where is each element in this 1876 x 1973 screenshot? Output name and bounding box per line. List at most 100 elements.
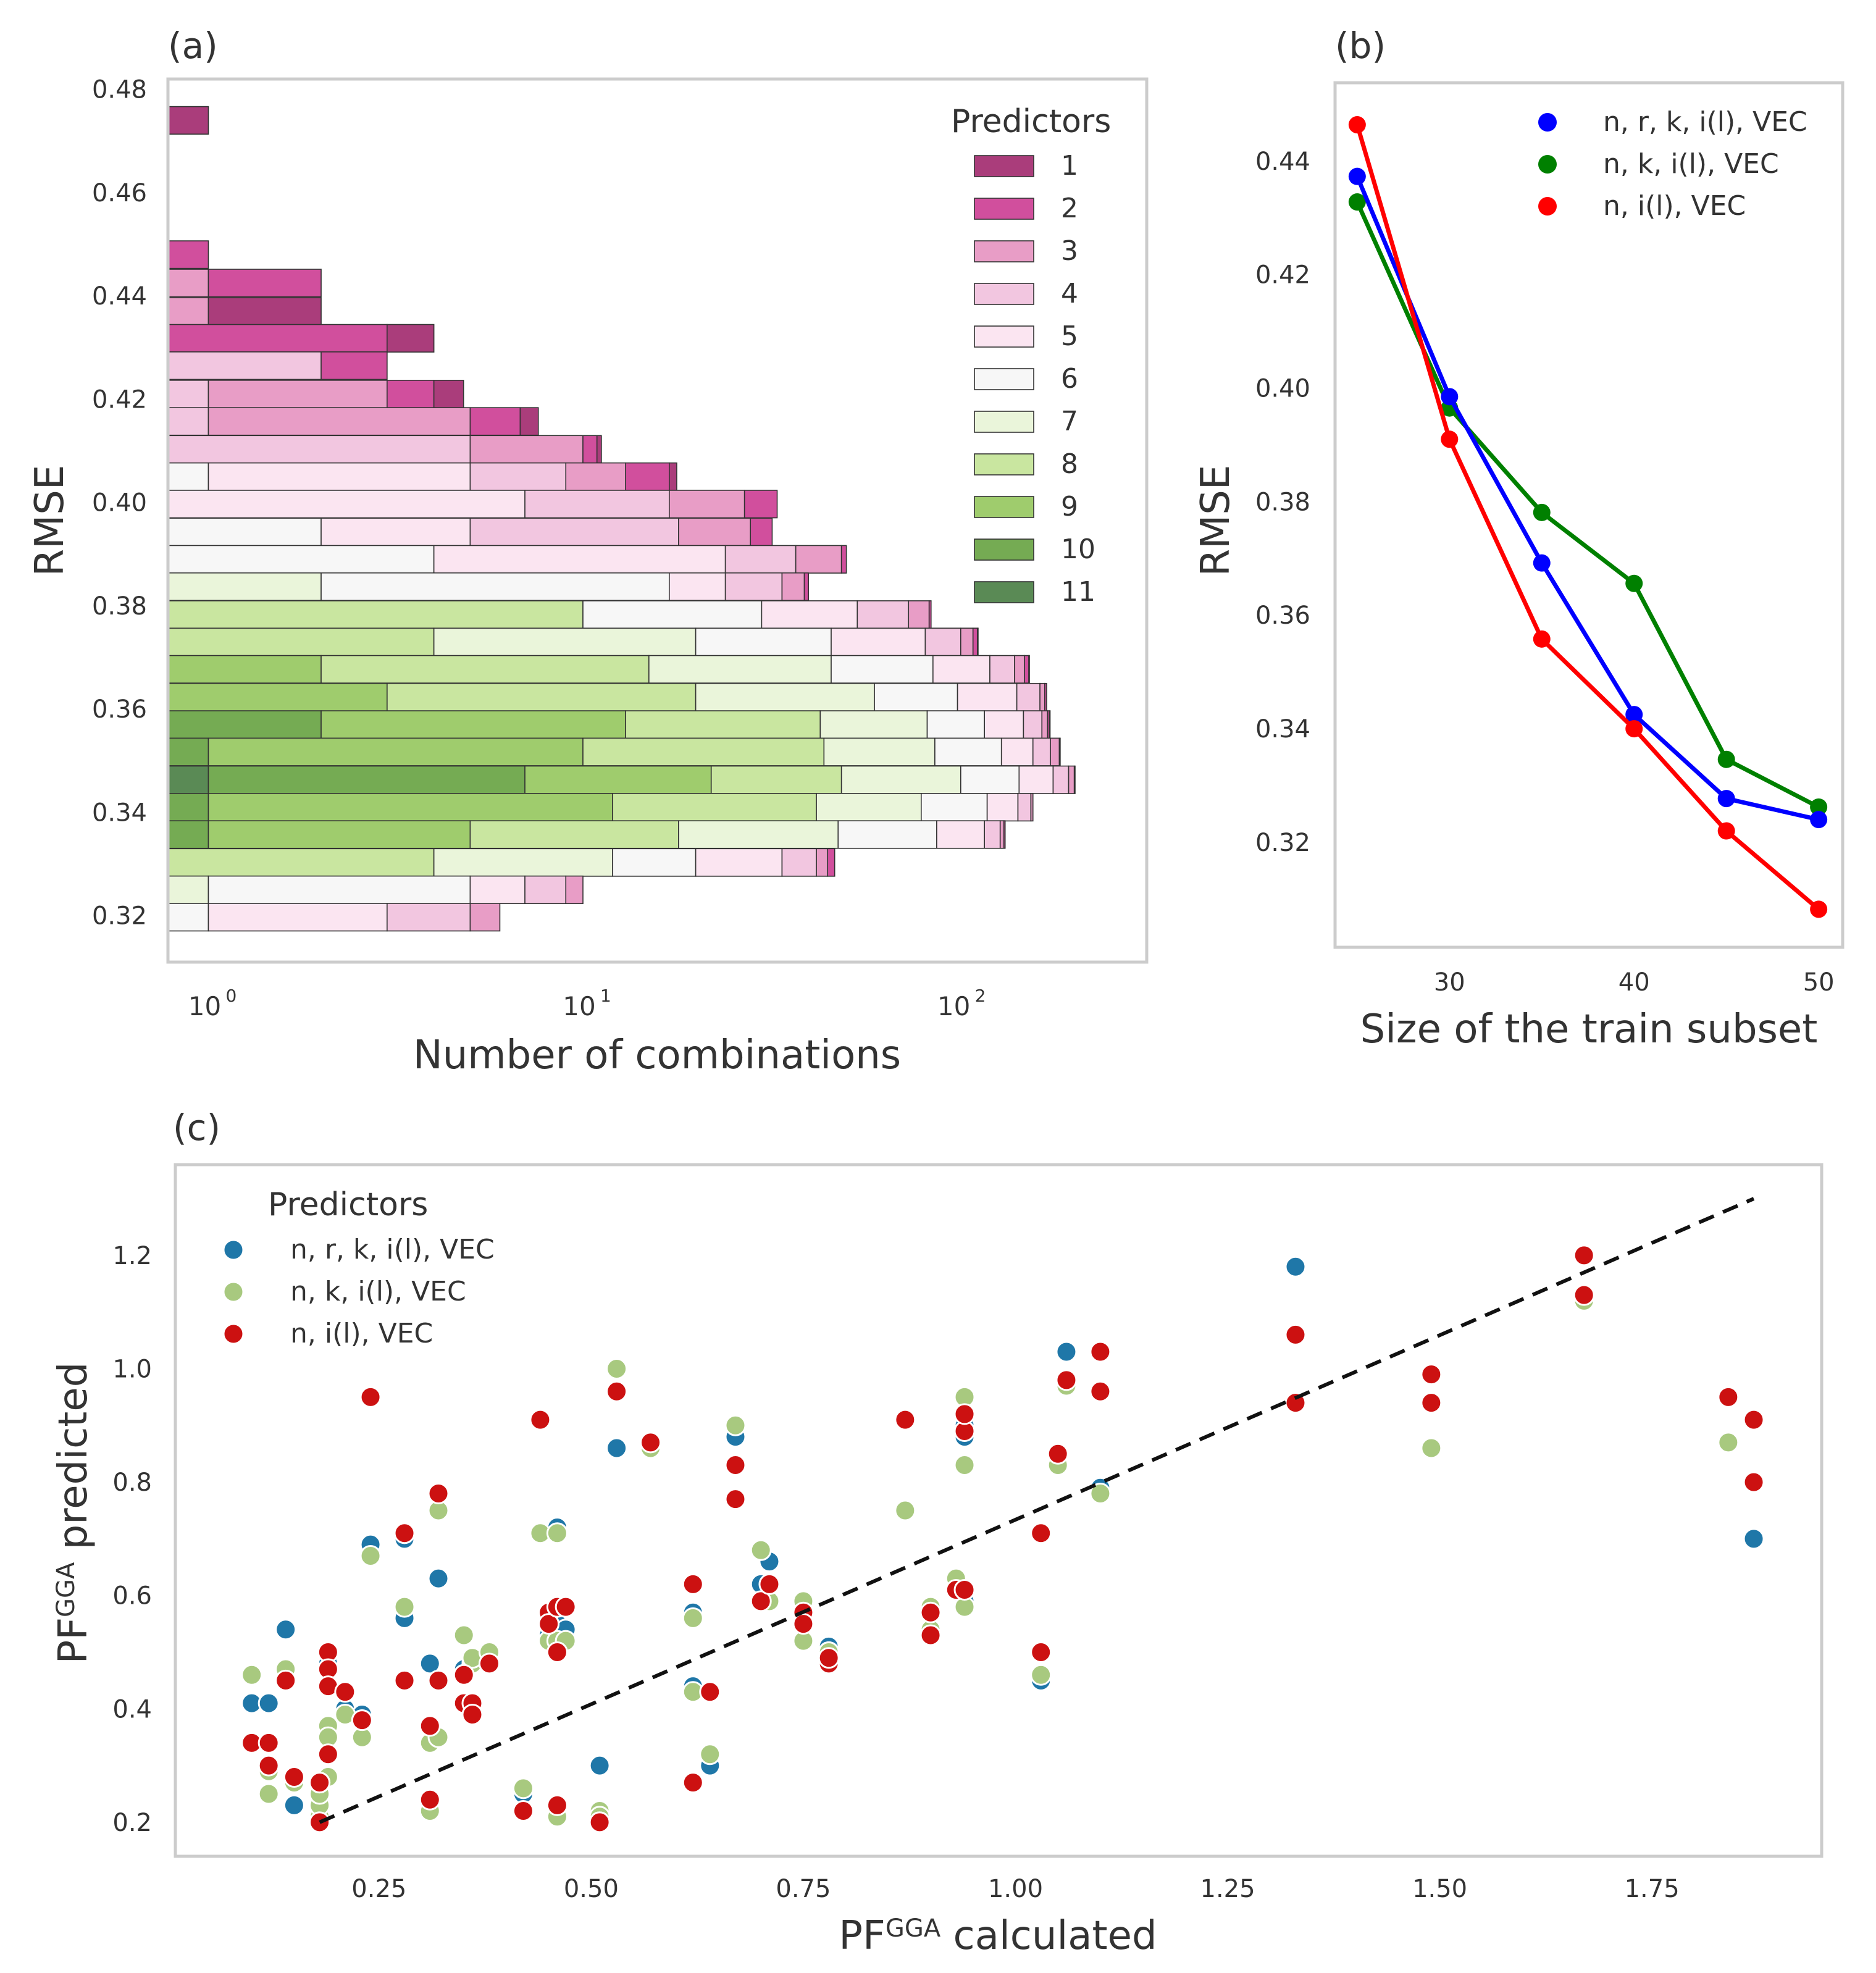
bar-bin22-predictors-10 xyxy=(167,820,209,849)
bar-bin20-predictors-3 xyxy=(1068,765,1075,794)
bar-bin16-predictors-5 xyxy=(932,655,990,684)
series-1-point-54 xyxy=(953,1454,976,1477)
series-0-point-63 xyxy=(1284,1255,1307,1278)
legend-label-0: n, r, k, i(l), VEC xyxy=(1603,106,1807,138)
series-2-point-35 xyxy=(1533,630,1551,648)
series-2-point-7 xyxy=(309,1772,331,1794)
panel-a-bars xyxy=(167,106,1076,932)
bar-bin8-predictors-4 xyxy=(167,435,471,464)
legend-marker-1 xyxy=(222,1281,245,1303)
y-tick-label-0.40: 0.40 xyxy=(92,489,147,517)
panel-c-points xyxy=(241,1244,1765,1833)
panel-a-y-axis-label: RMSE xyxy=(27,465,73,577)
bar-bin7-predictors-4 xyxy=(167,407,209,436)
bar-bin19-predictors-2 xyxy=(1058,737,1061,766)
panel-b-legend: n, r, k, i(l), VEC n, k, i(l), VEC n, i(l)… xyxy=(1538,106,1807,222)
series-1-point-40 xyxy=(1625,574,1643,592)
panel-c-x-axis-label-main: PF xyxy=(839,1913,885,1959)
series-2-point-28 xyxy=(529,1409,551,1431)
bar-bin9-predictors-1 xyxy=(669,462,677,492)
series-1-point-45 xyxy=(1717,750,1735,768)
bar-bin23-predictors-6 xyxy=(612,848,697,877)
x-tick-label-10-1: 10 xyxy=(563,991,595,1021)
bar-bin23-predictors-7 xyxy=(433,848,613,877)
series-2-point-50 xyxy=(894,1409,916,1431)
bar-bin16-predictors-3 xyxy=(1014,655,1025,684)
bar-bin9-predictors-5 xyxy=(207,462,471,492)
y-tick-label-0.32: 0.32 xyxy=(1255,829,1310,857)
series-2-point-21 xyxy=(427,1669,450,1691)
panel-b-y-ticks: 0.32 0.34 0.36 0.38 0.40 0.42 0.44 xyxy=(1255,148,1310,857)
series-2-point-10 xyxy=(317,1743,339,1766)
bar-bin13-predictors-7 xyxy=(167,572,322,601)
bar-bin22-predictors-9 xyxy=(207,820,471,849)
legend-marker-1 xyxy=(1538,155,1557,174)
y-tick-label-0.42: 0.42 xyxy=(92,385,147,414)
series-2-point-30 xyxy=(1441,430,1459,448)
bar-bin10-predictors-3 xyxy=(669,490,745,519)
bar-bin4-predictors-1 xyxy=(387,324,435,353)
bar-bin23-predictors-3 xyxy=(816,848,829,877)
panel-c-y-axis-label-rest: predicted xyxy=(51,1362,96,1562)
bar-bin12-predictors-6 xyxy=(167,545,435,574)
bar-bin20-predictors-10 xyxy=(207,765,526,794)
bar-bin13-predictors-4 xyxy=(724,572,783,601)
series-2-point-49 xyxy=(818,1647,840,1669)
series-1-point-0 xyxy=(241,1664,263,1686)
series-0-point-50 xyxy=(1810,811,1828,829)
x-tick-label-50: 50 xyxy=(1803,968,1835,997)
series-1-point-15 xyxy=(359,1544,382,1567)
series-2-point-66 xyxy=(1420,1392,1443,1414)
y-tick-label-0.44: 0.44 xyxy=(92,282,147,311)
y-tick-label-0.4: 0.4 xyxy=(112,1695,152,1724)
bar-bin25-predictors-3 xyxy=(469,903,501,932)
bar-bin2-predictors-2 xyxy=(207,269,322,298)
bar-bin19-predictors-7 xyxy=(823,737,936,766)
bar-bin13-predictors-3 xyxy=(781,572,805,601)
y-tick-label-0.2: 0.2 xyxy=(112,1809,152,1837)
bar-bin21-predictors-5 xyxy=(986,793,1019,822)
y-tick-label-0.34: 0.34 xyxy=(1255,715,1310,744)
bar-bin1-predictors-2 xyxy=(167,240,209,269)
bar-bin20-predictors-7 xyxy=(840,765,961,794)
panel-a-legend: 1 2 3 4 5 6 7 8 9 10 11 xyxy=(974,150,1095,608)
bar-bin16-predictors-4 xyxy=(989,655,1015,684)
bar-bin11-predictors-4 xyxy=(469,517,679,547)
bar-bin24-predictors-5 xyxy=(469,875,526,905)
bar-bin22-predictors-8 xyxy=(469,820,679,849)
series-2-point-65 xyxy=(1420,1364,1443,1386)
panel-c-legend-title: Predictors xyxy=(268,1186,428,1223)
bar-bin7-predictors-2 xyxy=(469,407,521,436)
bar-bin21-predictors-7 xyxy=(816,793,922,822)
series-2-point-25 xyxy=(461,1703,484,1725)
bar-bin22-predictors-3 xyxy=(999,820,1005,849)
legend-label-3: 3 xyxy=(1061,235,1078,267)
series-2-point-41 xyxy=(699,1681,721,1703)
bar-bin14-predictors-5 xyxy=(761,600,858,629)
legend-marker-2 xyxy=(1538,197,1557,216)
series-1-point-37 xyxy=(606,1357,628,1380)
legend-label-2: 2 xyxy=(1061,193,1078,224)
series-2-point-3 xyxy=(275,1669,297,1691)
bar-bin17-predictors-5 xyxy=(957,682,1018,712)
bar-bin7-predictors-3 xyxy=(207,407,471,436)
x-tick-label-1.50: 1.50 xyxy=(1412,1875,1467,1903)
series-1-point-31 xyxy=(546,1522,568,1544)
panel-c-x-ticks: 0.25 0.50 0.75 1.00 1.25 1.50 1.75 xyxy=(351,1875,1679,1903)
series-0-point-30 xyxy=(1441,388,1459,406)
x-tick-label-10-0: 10 xyxy=(188,991,221,1021)
series-0-point-45 xyxy=(1717,790,1735,808)
bar-bin13-predictors-6 xyxy=(320,572,670,601)
series-1-point-41 xyxy=(699,1743,721,1766)
bar-bin22-predictors-7 xyxy=(678,820,839,849)
y-tick-label-1.2: 1.2 xyxy=(112,1242,152,1270)
bar-bin19-predictors-9 xyxy=(207,737,584,766)
series-2-point-38 xyxy=(640,1431,662,1454)
series-2-point-55 xyxy=(953,1403,976,1425)
panel-c-x-axis-label-rest: calculated xyxy=(940,1913,1157,1959)
series-1-point-57 xyxy=(1030,1664,1052,1686)
series-1-point-50 xyxy=(894,1499,916,1522)
series-2-point-14 xyxy=(351,1709,373,1732)
series-2-point-43 xyxy=(724,1454,747,1477)
bar-bin10-predictors-2 xyxy=(743,490,778,519)
